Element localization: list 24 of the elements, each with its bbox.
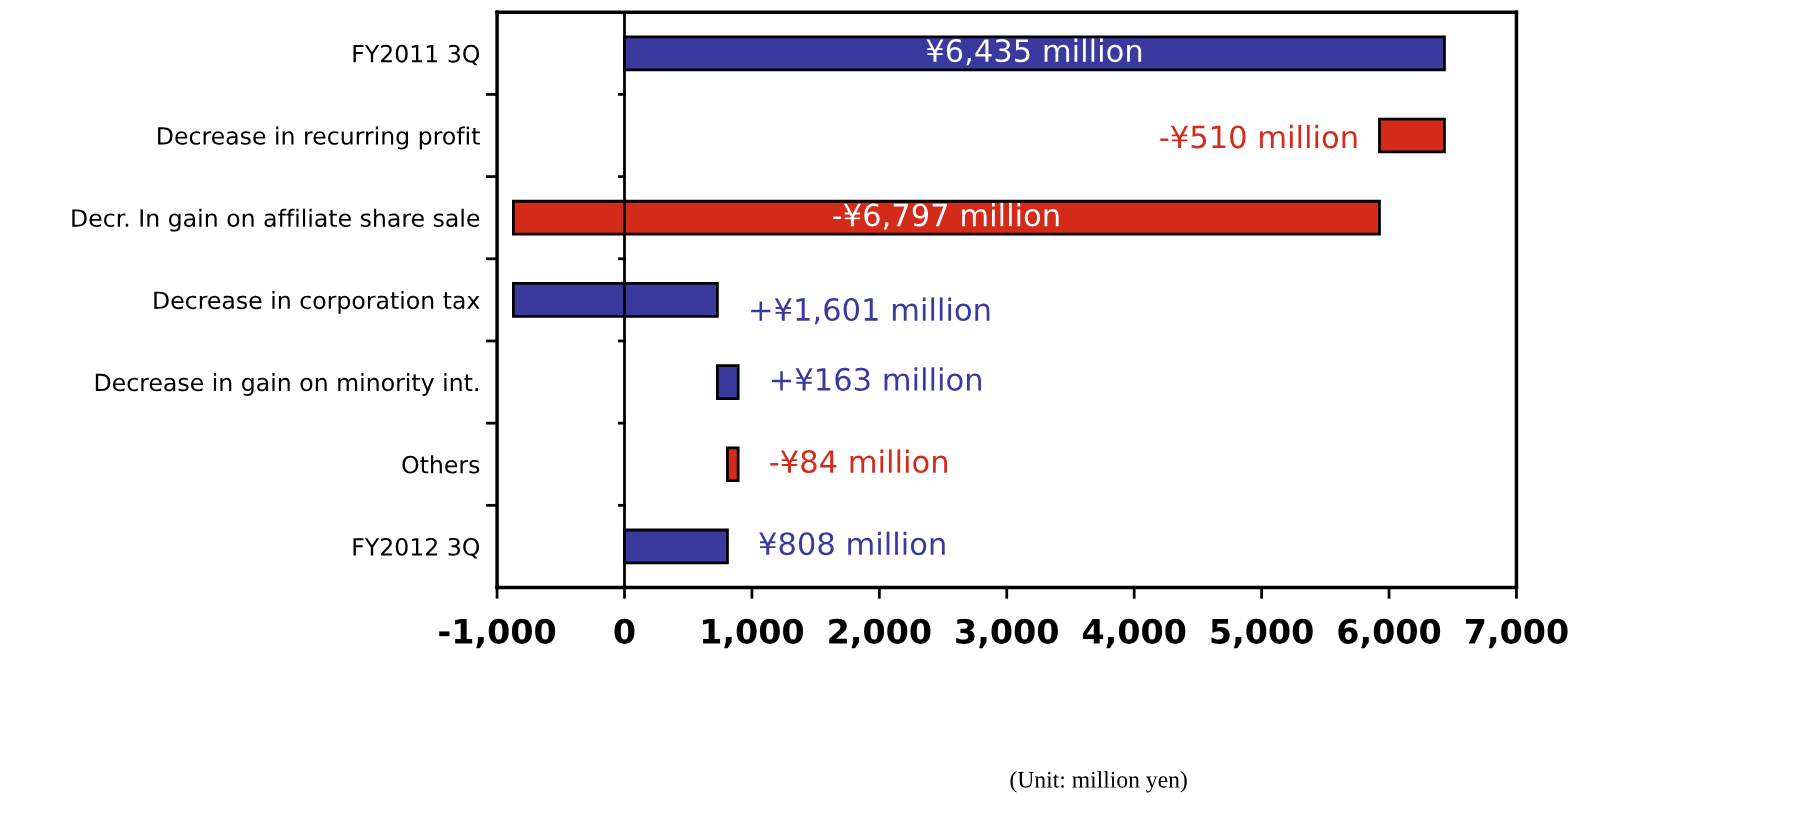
y-tick-label: Decrease in corporation tax <box>154 290 480 314</box>
y-tick-label: FY2011 3Q <box>353 44 480 66</box>
x-tick-label: 5,000 <box>1211 618 1313 649</box>
y-tick-label: Decrease in gain on minority int. <box>95 373 478 396</box>
x-tick-label: 6,000 <box>1338 618 1441 649</box>
data-label: +¥163 million <box>771 367 981 391</box>
x-tick-label: 4,000 <box>1082 618 1186 649</box>
text: (Unit: million yen) <box>1010 771 1187 793</box>
x-tick-label: 0 <box>614 618 635 644</box>
x-tick-label: 7,000 <box>1465 618 1568 649</box>
y-tick-label: FY2012 3Q <box>353 537 480 559</box>
y-tick-label: Others <box>402 455 480 474</box>
y-tick-label: Decrease in recurring profit <box>158 126 480 150</box>
data-label: ¥808 million <box>759 531 945 556</box>
x-tick-label: 2,000 <box>829 618 931 649</box>
x-tick-label: 1,000 <box>702 618 804 649</box>
y-tick-label: Decr. In gain on affiliate share sale <box>72 208 480 232</box>
x-tick-label: 3,000 <box>956 618 1058 649</box>
data-label: +¥1,601 million <box>751 297 990 325</box>
x-tick-label: -1,000 <box>439 618 556 649</box>
data-label: -¥510 million <box>1160 124 1357 149</box>
data-label: -¥84 million <box>770 449 947 474</box>
data-label: ¥6,435 million <box>926 38 1142 66</box>
data-label: -¥6,797 million <box>833 202 1059 230</box>
